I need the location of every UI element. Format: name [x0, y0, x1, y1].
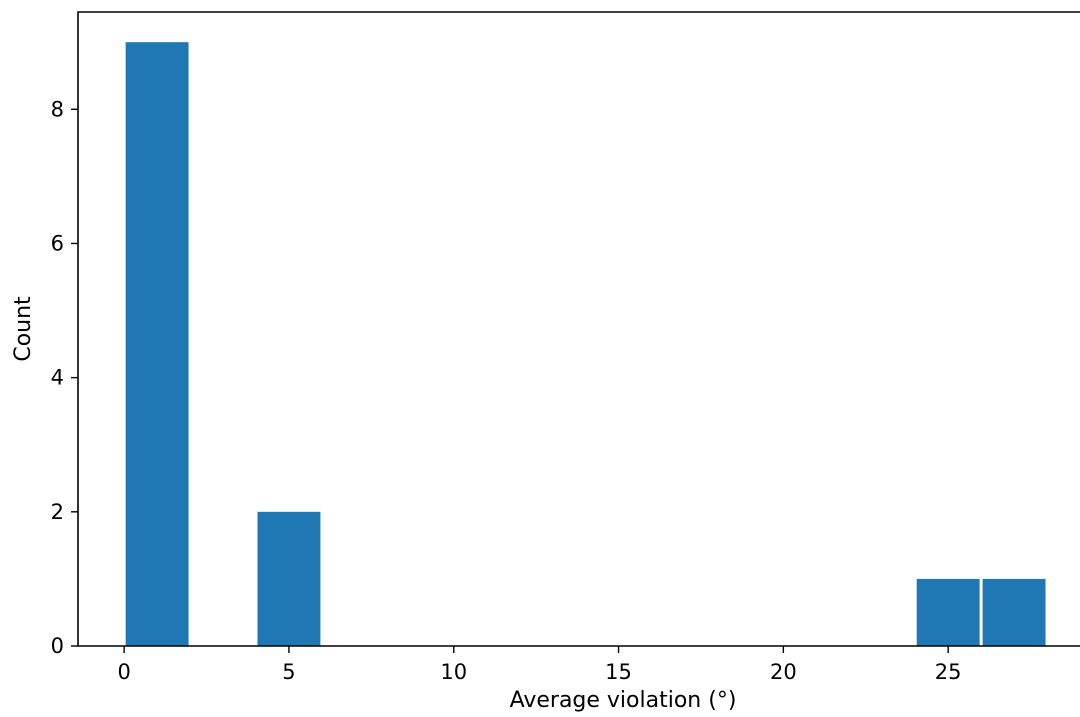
- y-tick-label-4: 8: [51, 97, 64, 121]
- histogram-bar-0: [125, 42, 189, 646]
- y-tick-label-0: 0: [51, 634, 64, 658]
- bars-group: [125, 42, 1046, 646]
- x-tick-label-5: 25: [935, 660, 962, 684]
- y-tick-label-1: 2: [51, 500, 64, 524]
- x-tick-label-2: 10: [440, 660, 467, 684]
- axes-frame: [77, 11, 1080, 647]
- x-tick-label-0: 0: [117, 660, 130, 684]
- x-axis-ticks: 0 5 10 15 20 25: [117, 646, 962, 684]
- x-tick-label-4: 20: [770, 660, 797, 684]
- y-tick-label-2: 4: [51, 366, 64, 390]
- x-tick-label-1: 5: [282, 660, 295, 684]
- y-axis-label: Count: [11, 296, 36, 362]
- histogram-bar-3: [982, 578, 1046, 646]
- y-axis-ticks: 0 2 4 6 8: [51, 97, 78, 658]
- histogram-bar-2: [916, 578, 980, 646]
- y-tick-label-3: 6: [51, 231, 64, 255]
- x-tick-label-3: 15: [605, 660, 632, 684]
- histogram-bar-1: [257, 511, 321, 646]
- x-axis-label: Average violation (°): [510, 688, 737, 713]
